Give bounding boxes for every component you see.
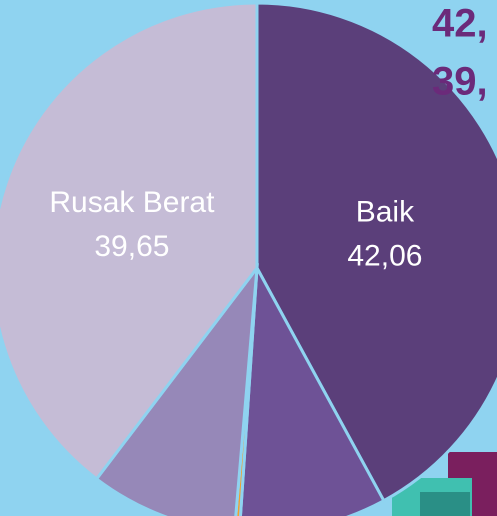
value-label: 42,06 — [347, 239, 422, 272]
slice-label: Baik — [356, 195, 415, 228]
labels: Baik 42,06 Rusak Berat 39,65 — [49, 186, 422, 273]
decoration — [420, 492, 470, 516]
annotation: 42, — [432, 2, 488, 46]
slice-label: Rusak Berat — [49, 186, 215, 219]
pie-slice — [94, 262, 259, 516]
value-label: 39,65 — [94, 230, 169, 263]
pie-slice — [238, 262, 386, 516]
annotation: 39, — [432, 60, 488, 104]
pie-slice — [0, 1, 259, 482]
